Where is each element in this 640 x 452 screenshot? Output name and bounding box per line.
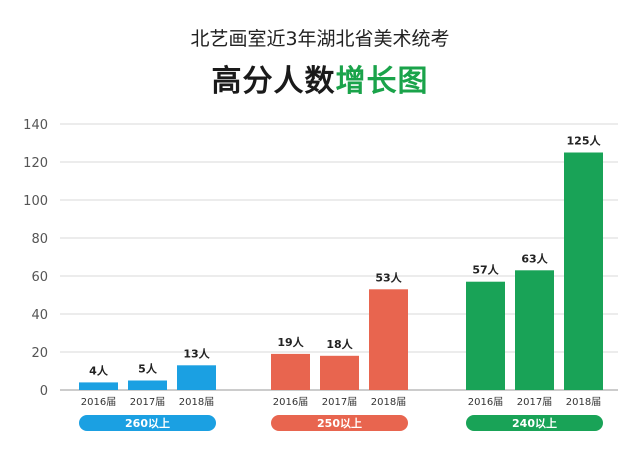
- bar: [564, 152, 603, 390]
- bar: [466, 281, 505, 390]
- bar: [320, 355, 359, 390]
- data-label: 13人: [183, 346, 210, 360]
- y-tick-label: 120: [23, 156, 48, 171]
- bar: [369, 289, 408, 390]
- data-label: 19人: [277, 335, 304, 349]
- bar: [271, 353, 310, 390]
- data-label: 53人: [375, 270, 402, 284]
- x-tick-label: 2016届: [81, 396, 116, 408]
- x-tick-label: 2018届: [179, 396, 214, 408]
- y-tick-label: 60: [31, 270, 48, 285]
- subtitle-accent: 增长图: [335, 64, 429, 99]
- data-label: 57人: [472, 263, 499, 277]
- group-label: 260以上: [125, 416, 170, 430]
- data-label: 4人: [89, 363, 109, 377]
- x-tick-label: 2018届: [566, 396, 601, 408]
- y-tick-label: 100: [23, 194, 48, 209]
- y-tick-label: 140: [23, 118, 48, 133]
- data-label: 18人: [326, 337, 353, 351]
- bar: [79, 382, 118, 390]
- y-tick-label: 0: [40, 384, 48, 399]
- chart-subtitle: 高分人数增长图: [0, 56, 640, 100]
- x-tick-label: 2017届: [130, 396, 165, 408]
- y-tick-label: 20: [31, 346, 48, 361]
- x-tick-label: 2017届: [322, 396, 357, 408]
- group-label: 250以上: [317, 416, 362, 430]
- x-tick-label: 2016届: [273, 396, 308, 408]
- bar: [177, 365, 216, 390]
- group-pill: [79, 415, 216, 431]
- subtitle-main: 高分人数: [211, 64, 336, 99]
- x-tick-label: 2018届: [371, 396, 406, 408]
- bar: [128, 380, 167, 390]
- data-label: 5人: [138, 362, 158, 376]
- x-tick-label: 2017届: [517, 396, 552, 408]
- chart-title: 北艺画室近3年湖北省美术统考: [190, 28, 450, 50]
- y-tick-label: 40: [31, 308, 48, 323]
- group-label: 240以上: [512, 416, 557, 430]
- group-pill: [271, 415, 408, 431]
- group-pill: [466, 415, 603, 431]
- data-label: 63人: [521, 251, 548, 265]
- data-label: 125人: [567, 134, 602, 148]
- bar: [515, 270, 554, 390]
- x-tick-label: 2016届: [468, 396, 503, 408]
- y-tick-label: 80: [31, 232, 48, 247]
